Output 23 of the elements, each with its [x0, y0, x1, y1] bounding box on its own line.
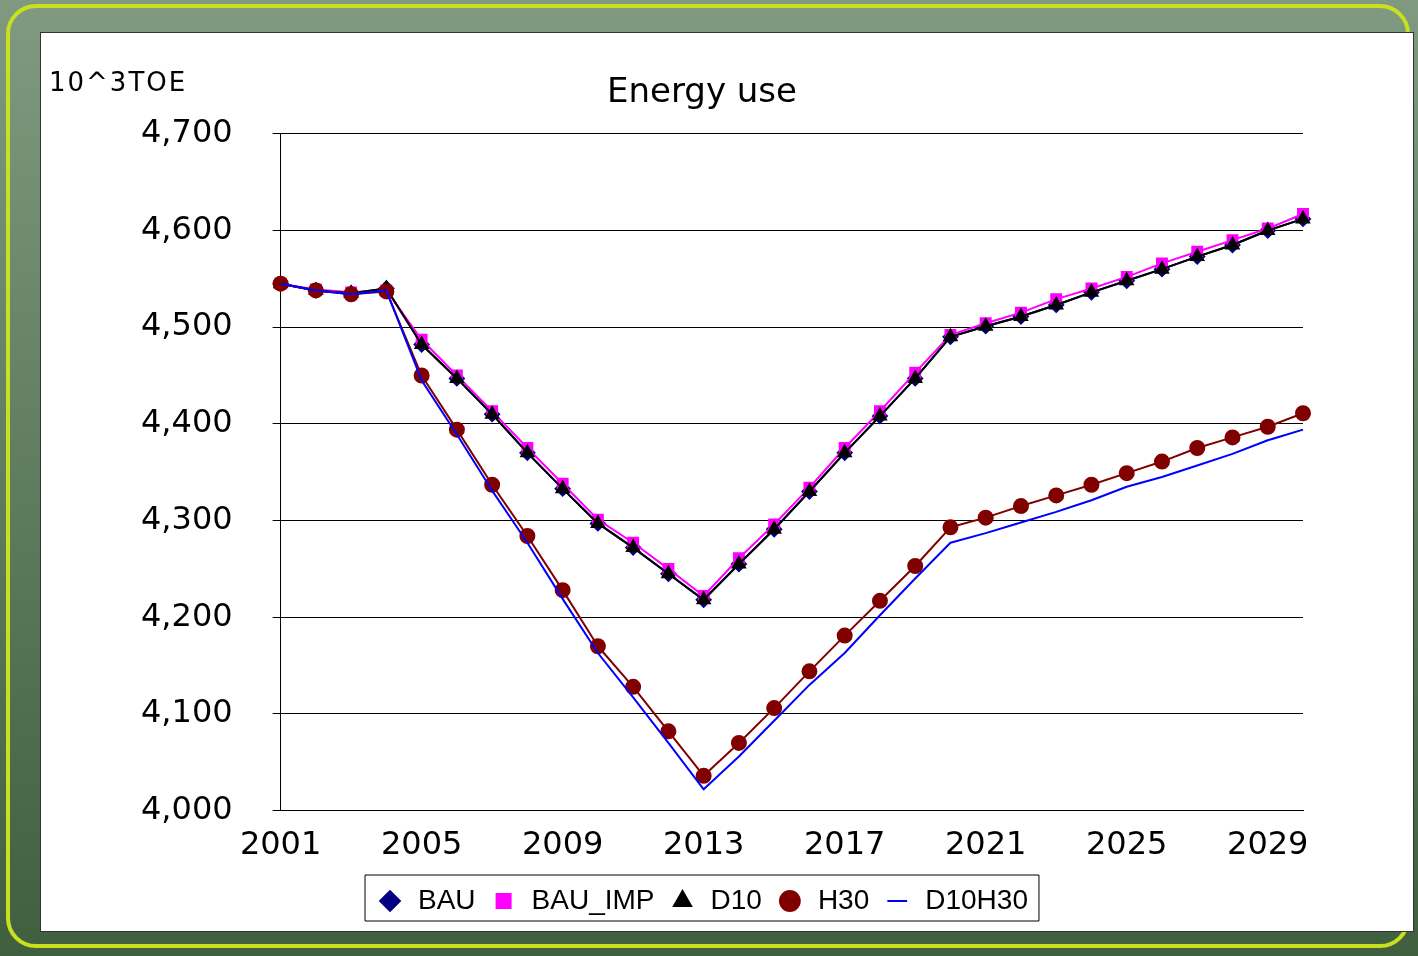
y-tick-label: 4,400: [141, 402, 233, 441]
y-axis-title: 10^3TOE: [49, 67, 188, 97]
legend-label: D10: [710, 883, 762, 915]
legend-label: D10H30: [925, 883, 1028, 915]
y-tick-label: 4,000: [141, 788, 233, 827]
x-tick-label: 2017: [803, 824, 886, 863]
legend-label: BAU: [418, 883, 476, 915]
legend-label: H30: [817, 883, 870, 915]
x-tick-label: 2025: [1086, 824, 1168, 863]
x-tick-label: 2009: [521, 824, 604, 863]
x-tick-label: 2001: [239, 824, 322, 863]
legend-label: BAU_IMP: [531, 883, 655, 915]
y-tick-label: 4,500: [141, 305, 233, 344]
y-tick-label: 4,200: [141, 595, 233, 634]
x-tick-label: 2013: [662, 824, 745, 863]
chart-title: Energy use: [606, 70, 798, 111]
y-tick-label: 4,300: [141, 498, 233, 537]
y-tick-label: 4,100: [141, 692, 233, 731]
x-tick-label: 2029: [1227, 824, 1309, 863]
x-tick-label: 2005: [380, 824, 463, 863]
y-tick-label: 4,600: [141, 208, 233, 247]
y-tick-label: 4,700: [141, 112, 233, 151]
x-tick-label: 2021: [944, 824, 1027, 863]
